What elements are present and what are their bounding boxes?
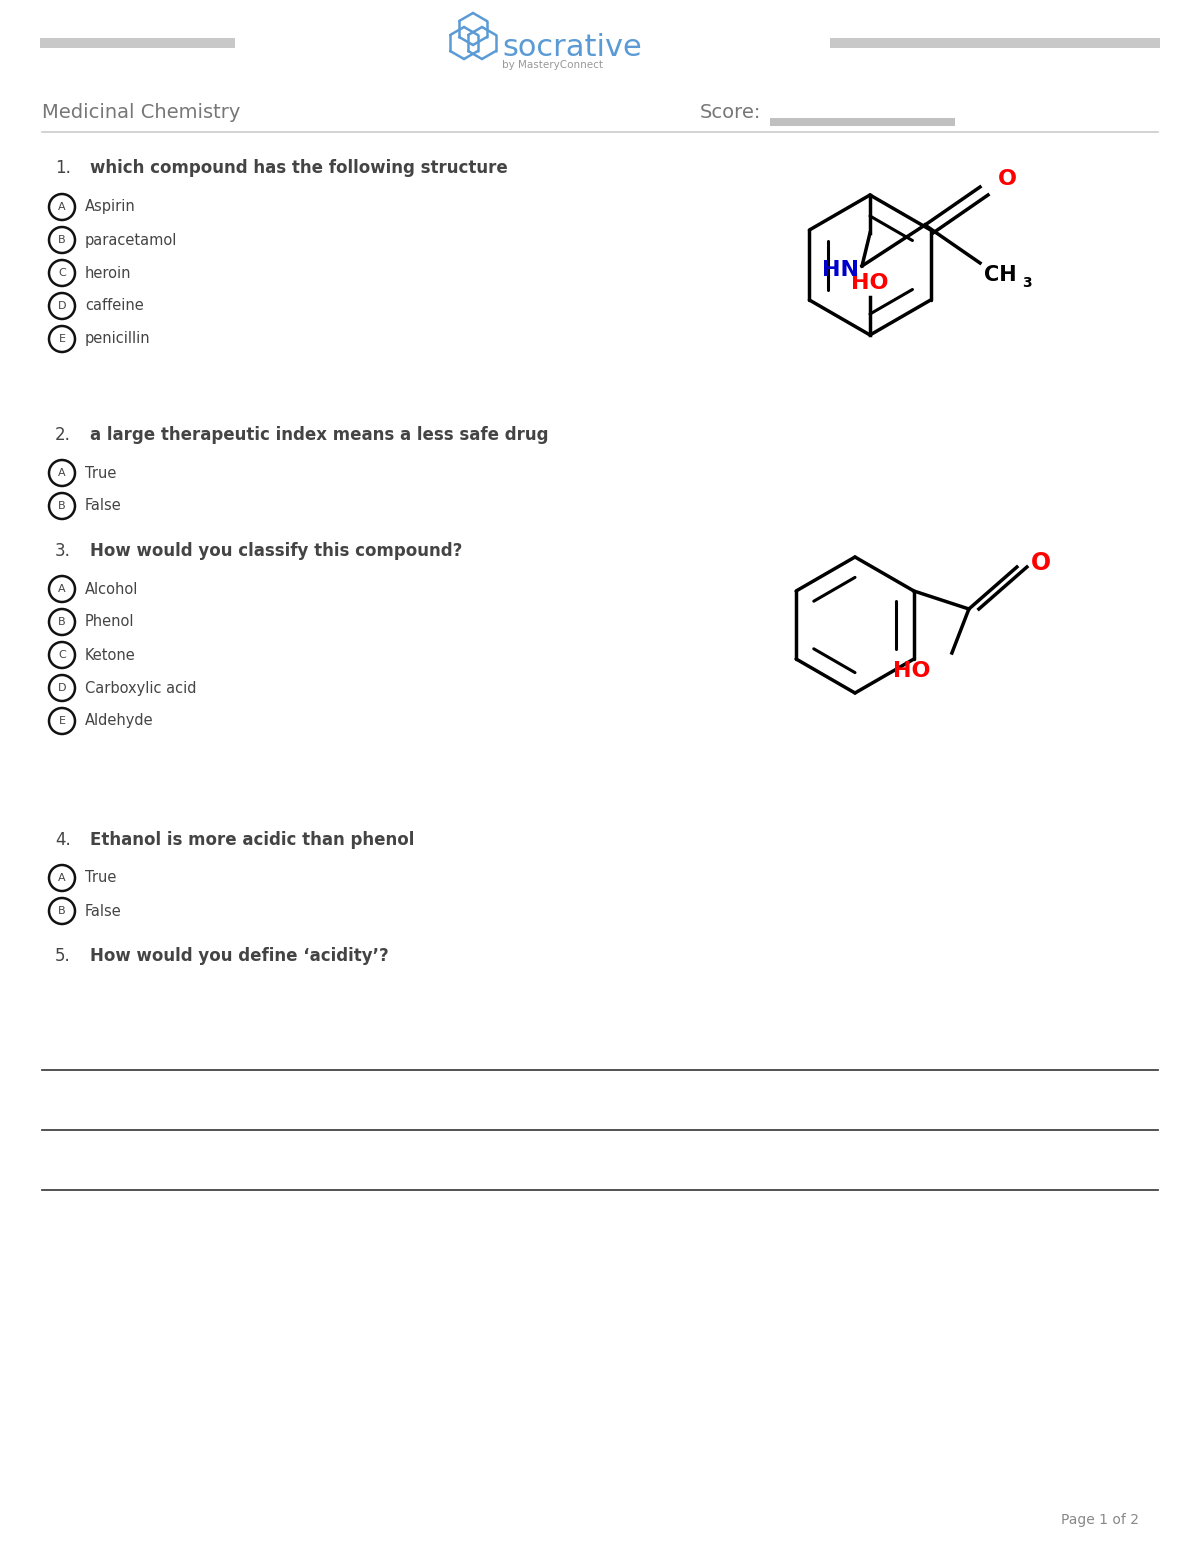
Text: D: D [58, 301, 66, 311]
Text: A: A [58, 584, 66, 593]
Text: A: A [58, 873, 66, 884]
Text: socrative: socrative [502, 33, 642, 62]
Text: Ethanol is more acidic than phenol: Ethanol is more acidic than phenol [90, 831, 414, 849]
Text: caffeine: caffeine [85, 298, 144, 314]
Text: Page 1 of 2: Page 1 of 2 [1061, 1513, 1139, 1527]
Text: True: True [85, 871, 116, 885]
Text: 3: 3 [1022, 276, 1032, 290]
Text: which compound has the following structure: which compound has the following structu… [90, 158, 508, 177]
Text: O: O [998, 169, 1018, 189]
Text: penicillin: penicillin [85, 331, 151, 346]
Text: Phenol: Phenol [85, 615, 134, 629]
Text: Alcohol: Alcohol [85, 581, 138, 596]
Text: by MasteryConnect: by MasteryConnect [502, 61, 604, 70]
Text: Aldehyde: Aldehyde [85, 713, 154, 728]
FancyBboxPatch shape [830, 37, 1160, 48]
Text: How would you classify this compound?: How would you classify this compound? [90, 542, 462, 561]
Text: Medicinal Chemistry: Medicinal Chemistry [42, 102, 240, 121]
Text: C: C [58, 651, 66, 660]
Text: Carboxylic acid: Carboxylic acid [85, 680, 197, 696]
Text: 3.: 3. [55, 542, 71, 561]
Text: A: A [58, 202, 66, 213]
Text: A: A [58, 467, 66, 478]
Text: CH: CH [984, 266, 1016, 286]
FancyBboxPatch shape [770, 118, 955, 126]
Text: False: False [85, 499, 121, 514]
Text: HO: HO [893, 662, 931, 682]
Text: HN: HN [822, 259, 858, 280]
Text: How would you define ‘acidity’?: How would you define ‘acidity’? [90, 947, 389, 964]
Text: B: B [58, 905, 66, 916]
Text: a large therapeutic index means a less safe drug: a large therapeutic index means a less s… [90, 426, 548, 444]
Text: 2.: 2. [55, 426, 71, 444]
Text: 4.: 4. [55, 831, 71, 849]
Text: 5.: 5. [55, 947, 71, 964]
FancyBboxPatch shape [40, 37, 235, 48]
Text: Aspirin: Aspirin [85, 199, 136, 214]
Text: heroin: heroin [85, 266, 132, 281]
Text: True: True [85, 466, 116, 480]
Text: Score:: Score: [700, 102, 761, 121]
Text: Ketone: Ketone [85, 648, 136, 663]
Text: paracetamol: paracetamol [85, 233, 178, 247]
Text: B: B [58, 502, 66, 511]
Text: C: C [58, 269, 66, 278]
Text: E: E [59, 334, 66, 345]
Text: D: D [58, 683, 66, 693]
Text: 1.: 1. [55, 158, 71, 177]
Text: B: B [58, 235, 66, 245]
Text: False: False [85, 904, 121, 918]
Text: B: B [58, 617, 66, 627]
Text: O: O [1031, 551, 1051, 575]
Text: E: E [59, 716, 66, 725]
Text: HO: HO [851, 273, 889, 294]
